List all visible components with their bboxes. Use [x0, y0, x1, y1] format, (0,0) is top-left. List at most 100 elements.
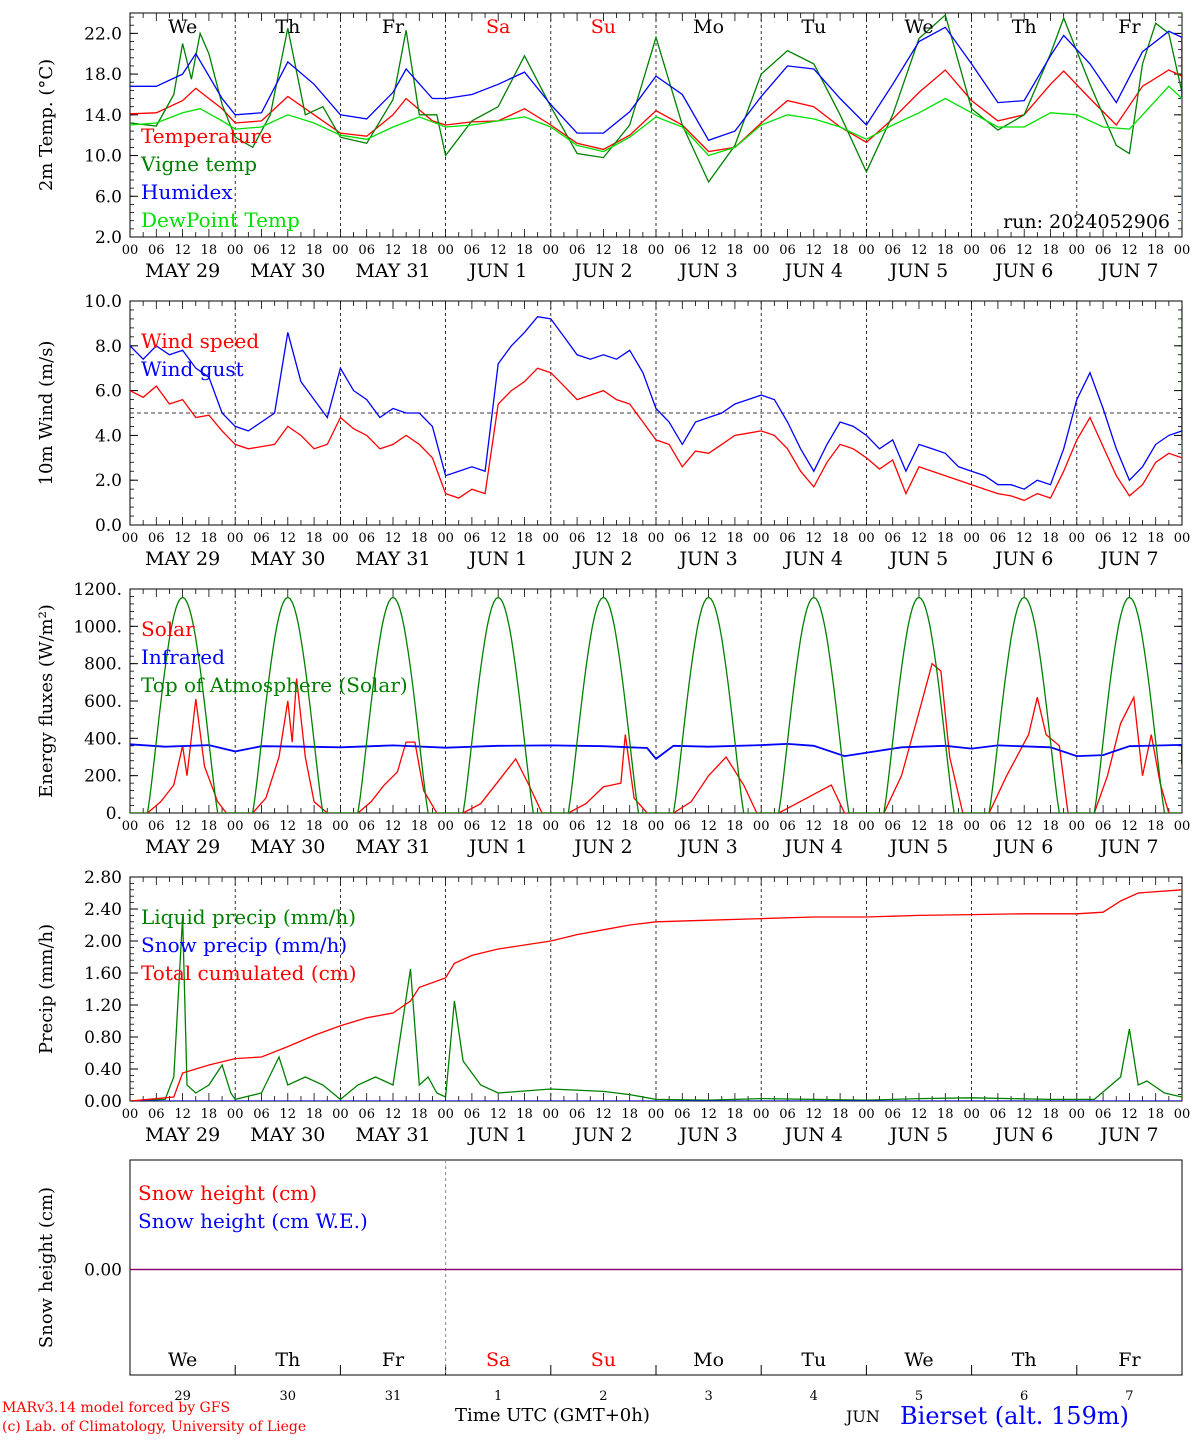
hour-label: 06: [779, 531, 796, 546]
y-tick-label: 2.40: [84, 900, 122, 920]
hour-label: 00: [1174, 243, 1191, 258]
legend-temperature: Temperature: [141, 124, 272, 148]
hour-label: 18: [411, 1107, 428, 1122]
hour-label: 06: [253, 1107, 270, 1122]
weekday-label: Th: [275, 16, 300, 38]
hour-label: 00: [1069, 243, 1086, 258]
hour-label: 00: [437, 531, 454, 546]
hour-label: 00: [227, 243, 244, 258]
hour-label: 18: [1147, 531, 1164, 546]
hour-label: 06: [253, 819, 270, 834]
y-tick-label: 600.: [84, 692, 122, 712]
date-label: MAY 31: [355, 836, 430, 858]
hour-label: 12: [911, 243, 928, 258]
weekday-label: We: [904, 16, 933, 38]
hour-label: 06: [569, 1107, 586, 1122]
legend-humidex: Humidex: [141, 180, 233, 204]
weekday-label: Tu: [801, 16, 826, 38]
bottom-day-number: 1: [494, 1389, 502, 1404]
hour-label: 06: [1095, 819, 1112, 834]
legend-snow-height-cm-: Snow height (cm): [138, 1181, 317, 1205]
hour-label: 06: [358, 243, 375, 258]
bottom-weekday-label: Sa: [486, 1349, 510, 1371]
hour-label: 00: [1069, 1107, 1086, 1122]
hour-label: 06: [569, 243, 586, 258]
y-tick-label: 1000.: [73, 617, 122, 637]
hour-label: 00: [227, 819, 244, 834]
date-label: JUN 6: [993, 836, 1053, 858]
weekday-label: Sa: [486, 16, 510, 38]
hour-label: 18: [306, 819, 323, 834]
y-axis-label: Energy fluxes (W/m²): [36, 604, 57, 798]
hour-label: 12: [490, 243, 507, 258]
date-label: MAY 30: [250, 1124, 325, 1146]
y-tick-label: 4.0: [95, 426, 122, 446]
hour-label: 00: [332, 1107, 349, 1122]
hour-label: 18: [1042, 1107, 1059, 1122]
hour-label: 00: [753, 1107, 770, 1122]
hour-label: 12: [595, 243, 612, 258]
y-tick-label: 0.00: [84, 1261, 122, 1281]
legend-dewpoint-temp: DewPoint Temp: [141, 208, 300, 232]
series-line-total-cumulated-cm-: [130, 886, 1182, 1101]
legend-top-of-atmosphere-solar-: Top of Atmosphere (Solar): [141, 673, 408, 697]
y-tick-label: 10.0: [84, 147, 122, 167]
hour-label: 00: [332, 243, 349, 258]
hour-label: 06: [464, 1107, 481, 1122]
month-label: JUN: [846, 1407, 880, 1426]
date-label: MAY 30: [250, 836, 325, 858]
y-tick-label: 10.0: [84, 292, 122, 312]
y-tick-label: 8.0: [95, 337, 122, 357]
hour-label: 06: [884, 531, 901, 546]
hour-label: 00: [437, 1107, 454, 1122]
y-tick-label: 0.0: [95, 516, 122, 536]
hour-label: 12: [385, 243, 402, 258]
credit-lab: (c) Lab. of Climatology, University of L…: [2, 1419, 307, 1435]
date-label: JUN 4: [783, 836, 843, 858]
hour-label: 06: [1095, 243, 1112, 258]
station-label: Bierset (alt. 159m): [900, 1402, 1129, 1430]
hour-label: 06: [148, 1107, 165, 1122]
bottom-weekday-label: Th: [275, 1349, 300, 1371]
hour-label: 12: [280, 819, 297, 834]
legend-infrared: Infrared: [141, 645, 225, 669]
hour-label: 06: [779, 1107, 796, 1122]
hour-label: 00: [1174, 531, 1191, 546]
hour-label: 06: [779, 243, 796, 258]
date-label: JUN 6: [993, 548, 1053, 570]
hour-label: 18: [411, 531, 428, 546]
hour-label: 00: [122, 243, 139, 258]
hour-label: 12: [490, 819, 507, 834]
hour-label: 18: [516, 1107, 533, 1122]
date-label: JUN 4: [783, 1124, 843, 1146]
y-tick-label: 22.0: [84, 24, 122, 44]
hour-label: 00: [122, 819, 139, 834]
bottom-day-number: 4: [810, 1389, 818, 1404]
date-label: JUN 7: [1098, 1124, 1158, 1146]
hour-label: 18: [201, 1107, 218, 1122]
hour-label: 18: [937, 243, 954, 258]
bottom-weekday-label: Mo: [693, 1349, 724, 1371]
y-tick-label: 0.80: [84, 1028, 122, 1048]
y-tick-label: 0.00: [84, 1092, 122, 1112]
hour-label: 06: [569, 819, 586, 834]
hour-label: 18: [306, 243, 323, 258]
series-line-solar: [130, 662, 1182, 813]
y-axis-label: 2m Temp. (°C): [36, 59, 57, 191]
hour-label: 18: [937, 1107, 954, 1122]
date-label: JUN 7: [1098, 836, 1158, 858]
date-label: JUN 1: [467, 836, 527, 858]
hour-label: 18: [727, 243, 744, 258]
hour-label: 00: [963, 531, 980, 546]
date-label: JUN 1: [467, 1124, 527, 1146]
hour-label: 00: [227, 1107, 244, 1122]
hour-label: 18: [727, 819, 744, 834]
hour-label: 12: [806, 243, 823, 258]
y-tick-label: 2.80: [84, 868, 122, 888]
hour-label: 12: [595, 1107, 612, 1122]
bottom-day-number: 3: [704, 1389, 712, 1404]
date-label: JUN 2: [572, 260, 632, 282]
bottom-weekday-label: Fr: [382, 1349, 405, 1371]
hour-label: 06: [253, 243, 270, 258]
